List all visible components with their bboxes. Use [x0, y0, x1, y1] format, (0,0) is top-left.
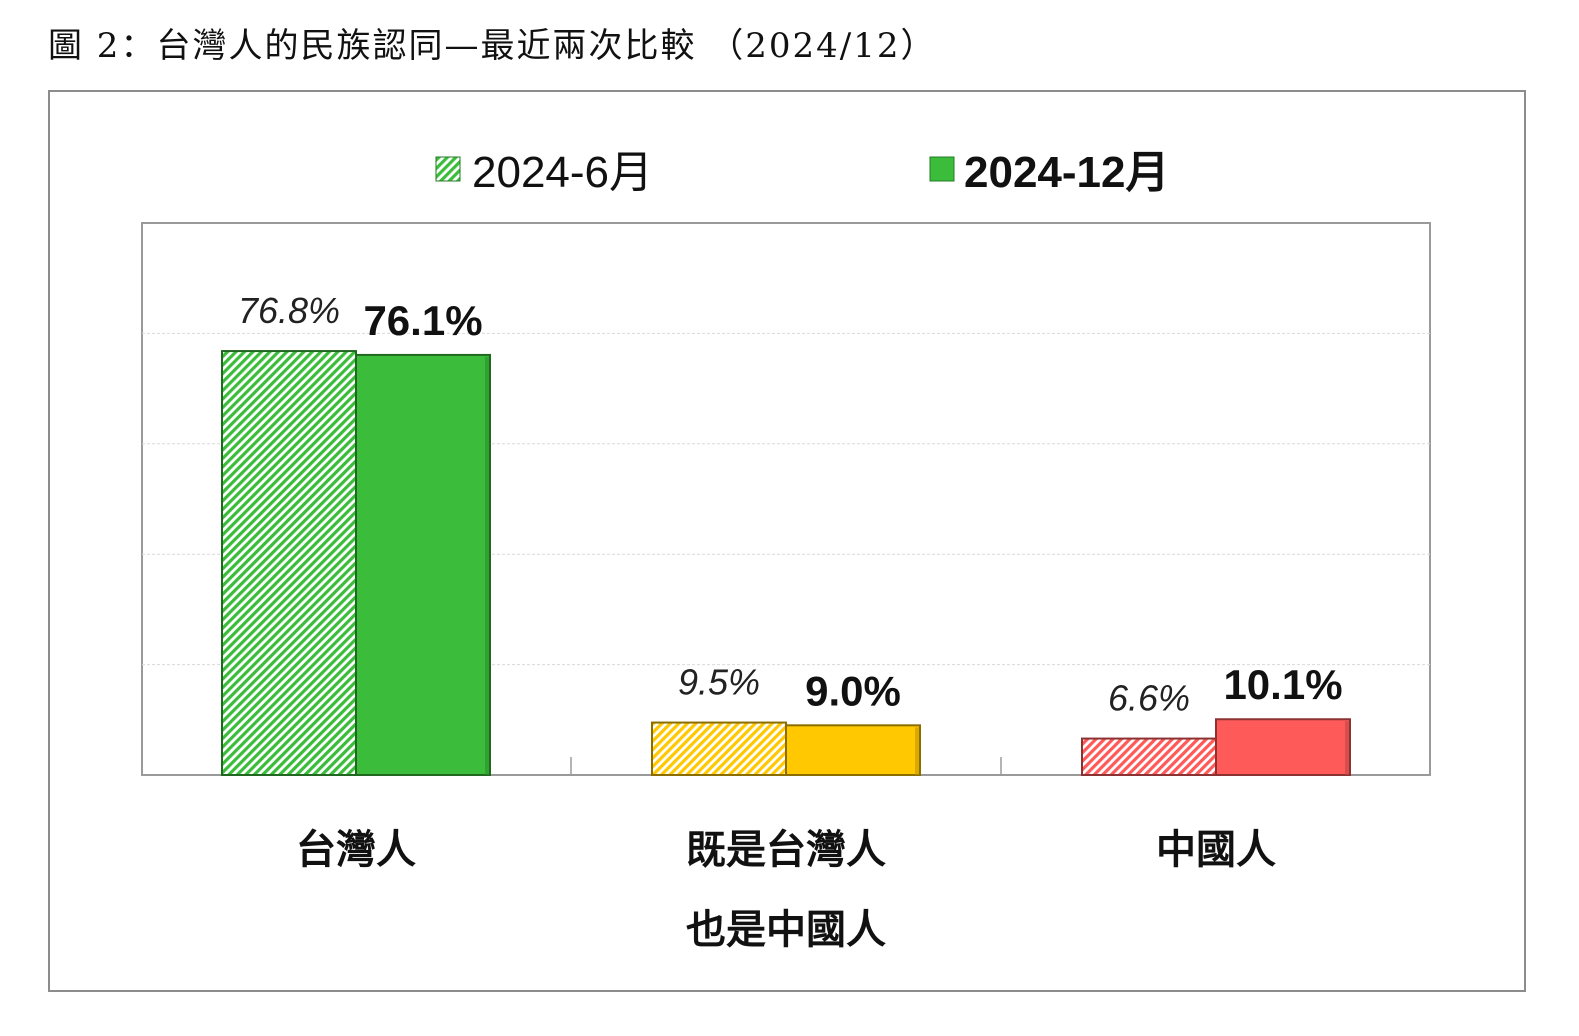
data-label-dec-2: 10.1% [1223, 661, 1342, 708]
category-label-0-0: 台灣人 [296, 827, 416, 873]
data-label-jun-1: 9.5% [678, 662, 760, 703]
data-label-dec-1: 9.0% [805, 667, 901, 714]
data-label-dec-0: 76.1% [363, 297, 482, 344]
bar-dec-2 [1215, 718, 1351, 776]
bar-jun-1 [651, 721, 787, 776]
legend-swatch-0 [435, 156, 461, 182]
bar-jun-2 [1081, 737, 1217, 776]
legend-label-0: 2024-6月 [472, 148, 653, 197]
data-label-jun-2: 6.6% [1108, 678, 1190, 719]
category-label-1-1: 也是中國人 [686, 907, 886, 953]
bar-shade [915, 727, 919, 775]
data-label-jun-0: 76.8% [238, 290, 340, 331]
figure-title: 圖 2：台灣人的民族認同—最近兩次比較 （2024/12） [48, 26, 937, 66]
legend-swatch-1 [929, 156, 955, 182]
bar-dec-1 [785, 724, 921, 777]
category-label-1-0: 既是台灣人 [686, 827, 886, 873]
bar-shade [485, 356, 489, 775]
legend-label-1: 2024-12月 [964, 148, 1169, 197]
bar-dec-0 [355, 353, 491, 776]
category-label-2-0: 中國人 [1156, 827, 1276, 873]
bar-jun-0 [221, 350, 357, 776]
bar-shade [1345, 721, 1349, 775]
